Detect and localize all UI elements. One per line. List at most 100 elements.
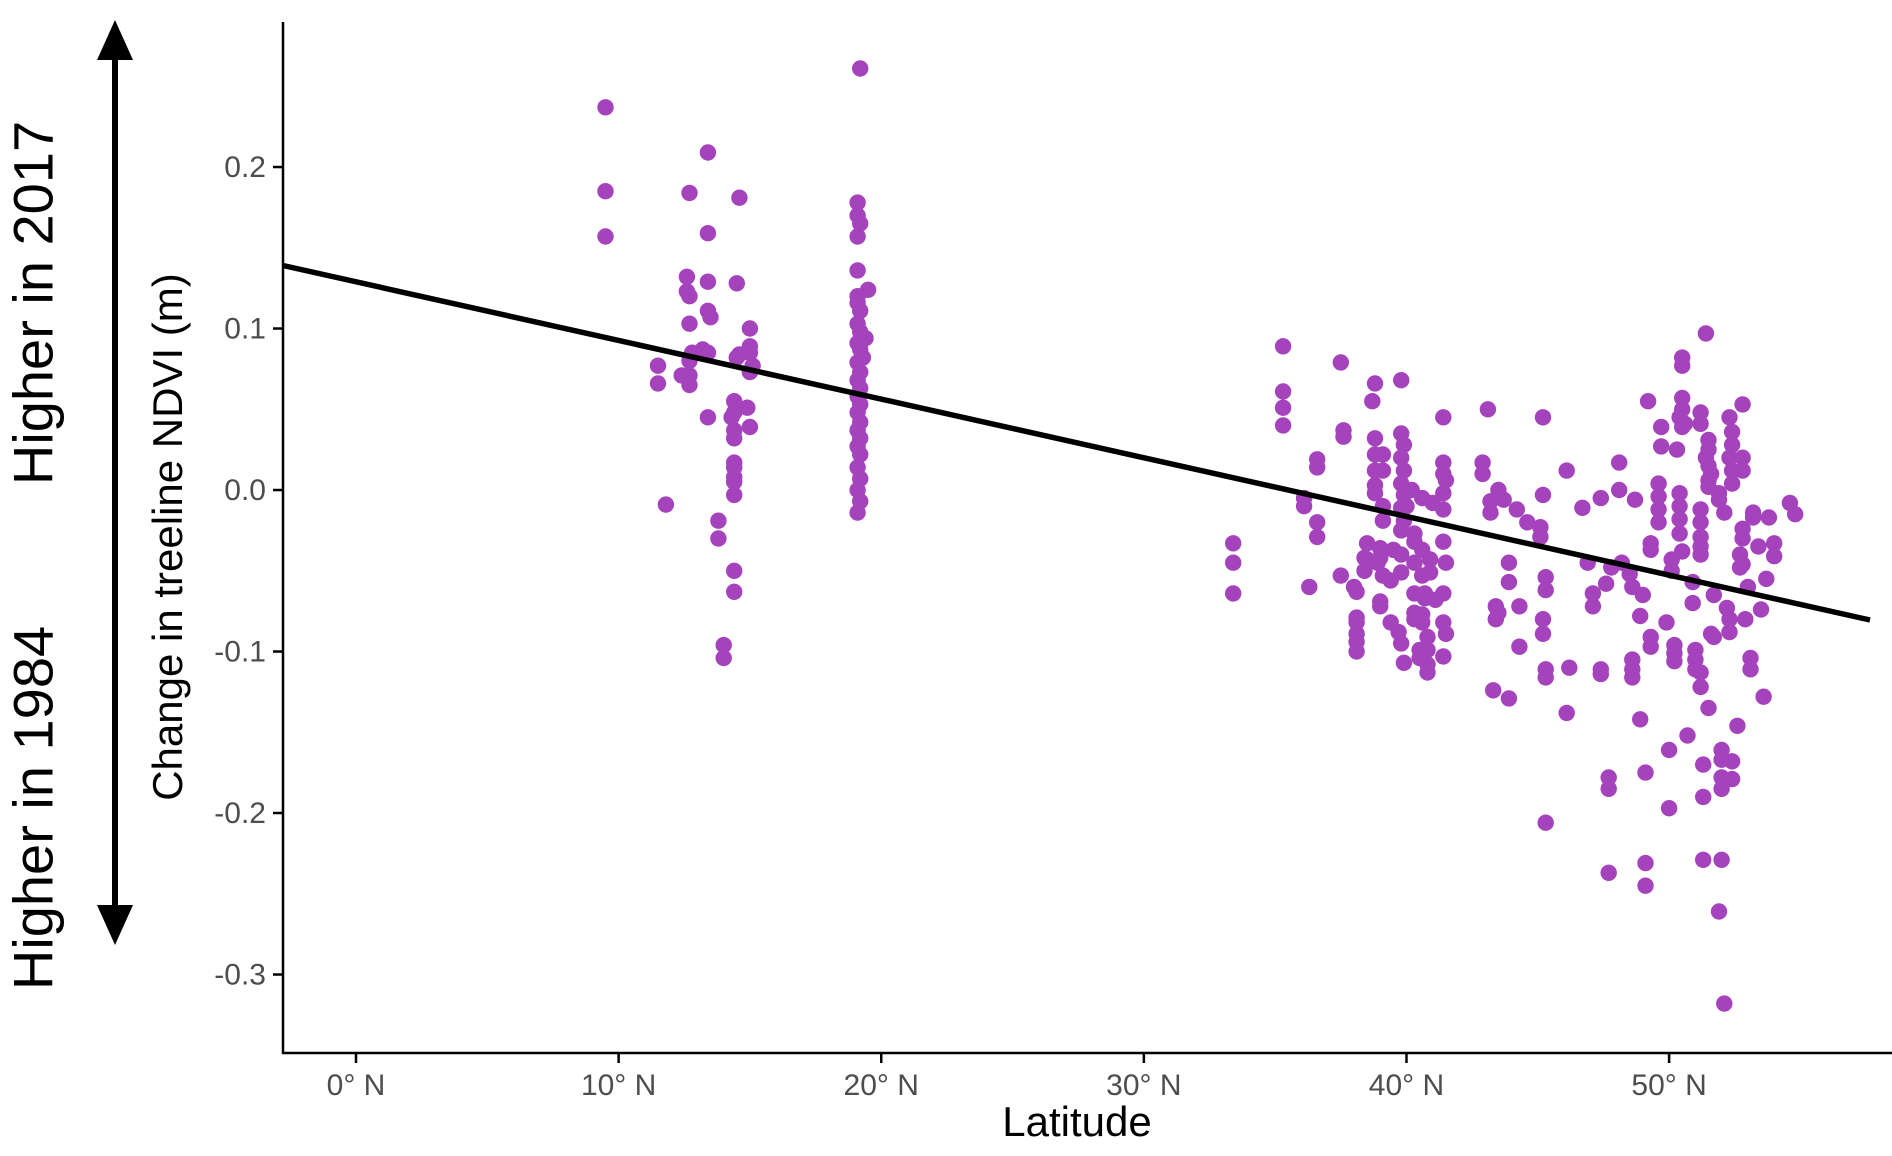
- data-point: [1574, 499, 1591, 516]
- data-point: [1729, 717, 1746, 734]
- data-point: [681, 288, 698, 305]
- data-point: [1600, 864, 1617, 881]
- data-point: [728, 349, 745, 366]
- data-point: [1650, 514, 1667, 531]
- data-point: [681, 315, 698, 332]
- data-point: [726, 583, 743, 600]
- data-point: [726, 486, 743, 504]
- data-point: [715, 636, 732, 654]
- data-point: [1534, 625, 1552, 642]
- data-point: [710, 512, 727, 529]
- data-point: [1723, 436, 1741, 453]
- data-point: [1584, 585, 1602, 602]
- y-axis-title: Change in treeline NDVI (m): [144, 273, 191, 801]
- data-point: [1274, 338, 1292, 355]
- data-point: [1674, 357, 1691, 374]
- data-point: [1752, 601, 1770, 618]
- data-point: [1358, 535, 1376, 552]
- data-point: [726, 393, 743, 410]
- data-point: [1274, 417, 1292, 434]
- data-point: [1356, 562, 1373, 579]
- data-point: [678, 268, 696, 285]
- data-point: [1642, 541, 1659, 558]
- data-point: [1697, 325, 1715, 342]
- data-point: [699, 273, 717, 290]
- data-point: [1561, 659, 1578, 676]
- data-point: [1301, 578, 1318, 596]
- data-point: [1366, 430, 1384, 447]
- data-point: [1482, 504, 1499, 521]
- data-point: [1734, 396, 1751, 413]
- trend-line-layer: [282, 262, 1871, 623]
- vertical-double-arrow: [97, 20, 133, 945]
- data-point: [1419, 664, 1436, 681]
- data-point: [1534, 611, 1552, 628]
- data-point: [1650, 488, 1667, 505]
- y-tick-label: -0.3: [214, 959, 266, 992]
- axes-layer: 0.2 0.1 0.0 -0.1 -0.2 -0.3 0° N 10° N 20° N 30° N…: [214, 22, 1892, 1102]
- y-tick-label: 0.0: [224, 474, 266, 507]
- data-point: [1684, 594, 1701, 612]
- data-point: [1668, 441, 1686, 458]
- data-point: [1406, 554, 1423, 571]
- data-point: [1734, 462, 1751, 479]
- data-point: [1348, 633, 1365, 650]
- data-point: [702, 309, 719, 326]
- data-point: [1435, 533, 1452, 550]
- data-point: [1485, 682, 1502, 699]
- data-point: [741, 320, 759, 337]
- data-point: [1639, 393, 1657, 410]
- data-point: [1414, 614, 1431, 631]
- data-point: [1671, 510, 1688, 528]
- data-point: [1637, 764, 1654, 781]
- data-point: [1427, 591, 1444, 608]
- data-point: [1692, 546, 1709, 563]
- data-point: [1611, 481, 1628, 499]
- data-point: [1692, 664, 1709, 681]
- data-point: [1500, 690, 1518, 707]
- data-point: [1653, 418, 1670, 436]
- data-point: [1534, 409, 1552, 426]
- data-point: [852, 60, 869, 77]
- data-point: [1723, 423, 1741, 441]
- data-point: [1364, 393, 1381, 410]
- data-point: [1695, 788, 1712, 806]
- data-point: [1366, 375, 1384, 392]
- data-point: [852, 215, 869, 232]
- data-point: [1611, 454, 1628, 471]
- data-point: [1424, 494, 1441, 512]
- data-point: [1742, 661, 1759, 678]
- data-point: [657, 496, 675, 513]
- data-point: [681, 184, 698, 202]
- data-point: [1508, 501, 1526, 518]
- data-point: [1766, 548, 1783, 565]
- data-point: [694, 341, 711, 358]
- data-point: [1692, 678, 1709, 696]
- data-point: [1723, 770, 1741, 788]
- data-point: [1474, 465, 1491, 483]
- data-point: [1393, 564, 1410, 581]
- data-point: [649, 357, 667, 374]
- data-point: [1734, 556, 1751, 573]
- data-point: [1713, 851, 1730, 868]
- data-point: [1584, 598, 1602, 615]
- data-point: [1705, 628, 1723, 646]
- x-tick-label: 50° N: [1631, 1069, 1706, 1102]
- data-point: [1393, 372, 1410, 389]
- data-point: [726, 473, 743, 491]
- data-point: [1760, 509, 1778, 526]
- data-point: [1750, 538, 1767, 555]
- data-point: [1721, 409, 1738, 426]
- data-point: [1660, 800, 1678, 817]
- data-point: [1414, 541, 1431, 558]
- data-point: [1537, 581, 1554, 599]
- data-point: [1395, 462, 1413, 479]
- data-point: [726, 562, 743, 579]
- data-point: [1718, 599, 1736, 617]
- x-tick-label: 10° N: [581, 1069, 656, 1102]
- data-point: [1274, 399, 1292, 416]
- data-point: [1663, 551, 1680, 568]
- data-point: [1398, 498, 1415, 515]
- data-point: [741, 344, 759, 361]
